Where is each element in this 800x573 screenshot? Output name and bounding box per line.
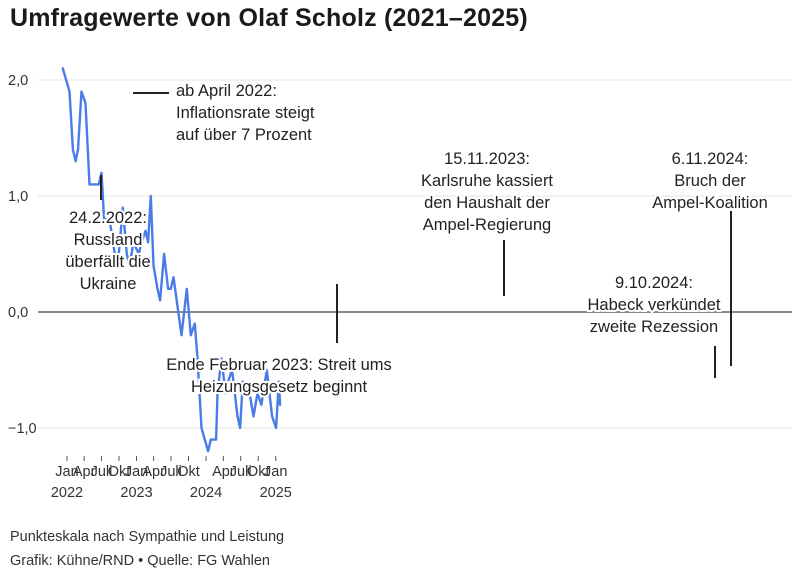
x-tick-label: Apr <box>73 464 96 480</box>
x-tick-label: Apr <box>212 464 235 480</box>
annotation-text: zweite Rezession <box>590 318 718 336</box>
annotation-text: überfällt die <box>65 253 150 271</box>
annotation: 15.11.2023: Karlsruhe kassiert den Haushal… <box>419 148 555 296</box>
annotation-text: auf über 7 Prozent <box>176 126 312 144</box>
scale-note: Punkteskala nach Sympathie und Leistung <box>10 529 285 545</box>
x-tick-label: Juli <box>230 464 252 480</box>
annotation-text: 9.10.2024: <box>615 274 693 292</box>
annotation-text: Ukraine <box>80 275 137 293</box>
annotation-text: Inflationsrate steigt <box>176 104 315 122</box>
annotation: ab April 2022: Inflationsrate steigt auf ü… <box>133 80 317 146</box>
annotation-text: 15.11.2023: <box>444 150 530 168</box>
x-year-label: 2024 <box>190 485 222 501</box>
x-tick-label: Okt <box>108 464 131 480</box>
annotation: Ende Februar 2023: Streit ums Heizungsges… <box>164 284 394 398</box>
line-chart: 2,01,00,0−1,0 Jan2022AprJuliOktJan2023Ap… <box>8 67 792 501</box>
annotation-text: Ampel-Koalition <box>652 194 768 212</box>
y-tick-label: 2,0 <box>8 73 28 89</box>
x-year-label: 2025 <box>260 485 292 501</box>
credit-line: Grafik: Kühne/RND • Quelle: FG Wahlen <box>10 553 270 569</box>
chart-title: Umfragewerte von Olaf Scholz (2021–2025) <box>10 4 528 32</box>
annotation-text: ab April 2022: <box>176 82 277 100</box>
annotation-text: Bruch der <box>674 172 746 190</box>
annotations: ab April 2022: Inflationsrate steigt auf ü… <box>63 80 770 398</box>
annotation-text: Russland <box>74 231 143 249</box>
annotation-text: Ampel-Regierung <box>423 216 551 234</box>
x-tick-label: Apr <box>142 464 165 480</box>
annotation-text: Heizungsgesetz beginnt <box>191 378 368 396</box>
y-tick-label: 1,0 <box>8 189 28 205</box>
gridlines <box>38 79 792 429</box>
x-tick-label: Juli <box>160 464 182 480</box>
annotation-text: 24.2.2022: <box>69 209 147 227</box>
x-year-label: 2022 <box>51 485 83 501</box>
x-tick-label: Okt <box>247 464 270 480</box>
annotation-text: Habeck verkündet <box>588 296 721 314</box>
x-tick-label: Okt <box>177 464 200 480</box>
annotation-text: Ende Februar 2023: Streit ums <box>166 356 392 374</box>
x-tick-label: Jan <box>125 464 148 480</box>
x-year-label: 2023 <box>120 485 152 501</box>
x-axis: Jan2022AprJuliOktJan2023AprJuliOkt2024Ap… <box>51 456 292 501</box>
series-layer <box>61 67 282 453</box>
x-tick-label: Jan <box>55 464 78 480</box>
y-tick-label: −1,0 <box>8 421 37 437</box>
annotation-text: 6.11.2024: <box>672 150 749 168</box>
annotation: 6.11.2024: Bruch der Ampel-Koalition <box>650 148 770 366</box>
annotation: 24.2.2022: Russland überfällt die Ukraine <box>63 175 153 295</box>
y-axis: 2,0 1,0 0,0 −1,0 <box>8 73 37 437</box>
annotation: 9.10.2024: Habeck verkündet zweite Rezessi… <box>586 272 723 378</box>
annotation-text: den Haushalt der <box>424 194 550 212</box>
x-tick-label: Juli <box>91 464 113 480</box>
x-tick-label: Jan <box>264 464 287 480</box>
y-tick-label: 0,0 <box>8 305 28 321</box>
annotation-text: Karlsruhe kassiert <box>421 172 553 190</box>
series-line <box>61 67 282 453</box>
